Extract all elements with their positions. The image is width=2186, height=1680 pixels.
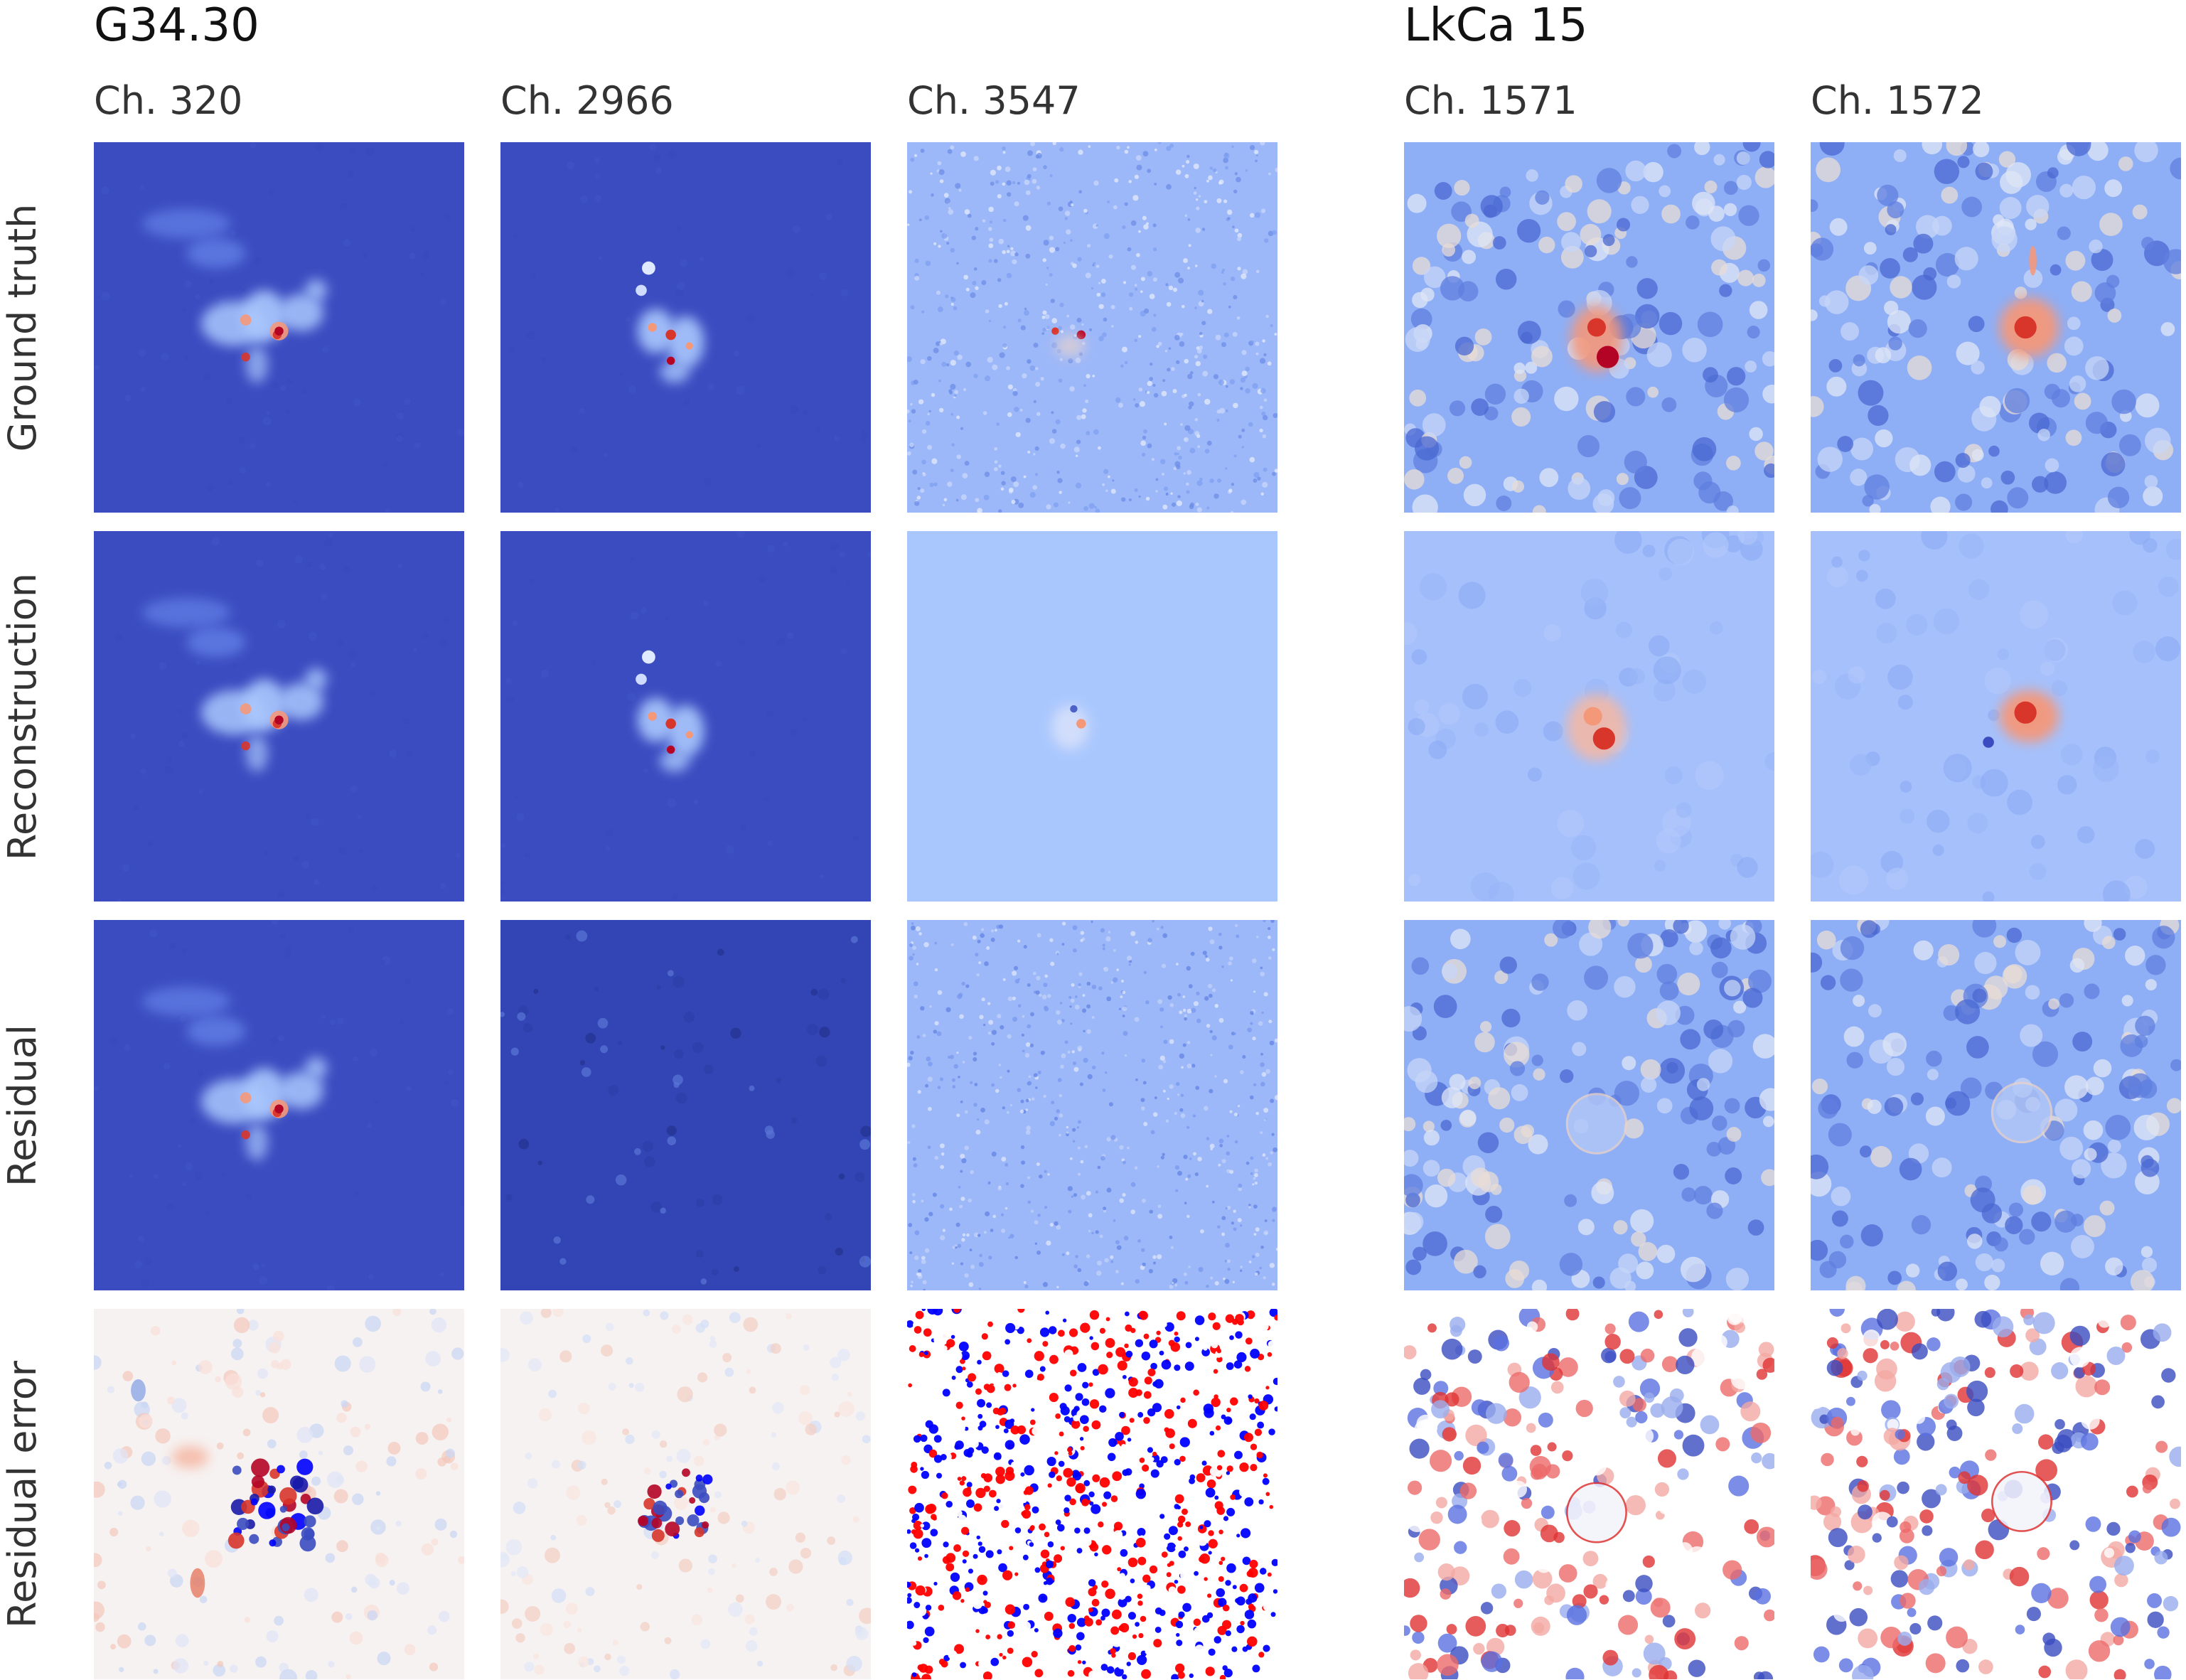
panel-reconstruction-ch3547 xyxy=(907,531,1277,901)
panel-residual-error-ch3547 xyxy=(907,1309,1277,1679)
panel-residual-error-ch2966 xyxy=(500,1309,871,1679)
group-title-g3430: G34.30 xyxy=(94,0,259,52)
column-label-ch320: Ch. 320 xyxy=(94,78,243,123)
row-label-residual: Residual xyxy=(0,1024,45,1187)
row-label-reconstruction: Reconstruction xyxy=(0,572,45,861)
group-title-lkca15: LkCa 15 xyxy=(1404,0,1588,52)
row-label-residual-error: Residual error xyxy=(0,1361,45,1628)
panel-residual-error-ch1571 xyxy=(1404,1309,1774,1679)
panel-residual-error-ch320 xyxy=(94,1309,464,1679)
panel-residual-ch1572 xyxy=(1811,920,2181,1290)
panel-ground-truth-ch2966 xyxy=(500,142,871,513)
column-label-ch1572: Ch. 1572 xyxy=(1811,78,1984,123)
column-label-ch3547: Ch. 3547 xyxy=(907,78,1081,123)
panel-ground-truth-ch3547 xyxy=(907,142,1277,513)
panel-residual-ch2966 xyxy=(500,920,871,1290)
panel-residual-ch1571 xyxy=(1404,920,1774,1290)
panel-reconstruction-ch1571 xyxy=(1404,531,1774,901)
panel-reconstruction-ch2966 xyxy=(500,531,871,901)
panel-residual-ch3547 xyxy=(907,920,1277,1290)
panel-residual-ch320 xyxy=(94,920,464,1290)
panel-ground-truth-ch1571 xyxy=(1404,142,1774,513)
row-label-ground-truth: Ground truth xyxy=(0,203,45,452)
panel-ground-truth-ch320 xyxy=(94,142,464,513)
panel-reconstruction-ch320 xyxy=(94,531,464,901)
panel-ground-truth-ch1572 xyxy=(1811,142,2181,513)
column-label-ch2966: Ch. 2966 xyxy=(500,78,674,123)
column-label-ch1571: Ch. 1571 xyxy=(1404,78,1577,123)
panel-reconstruction-ch1572 xyxy=(1811,531,2181,901)
panel-residual-error-ch1572 xyxy=(1811,1309,2181,1679)
